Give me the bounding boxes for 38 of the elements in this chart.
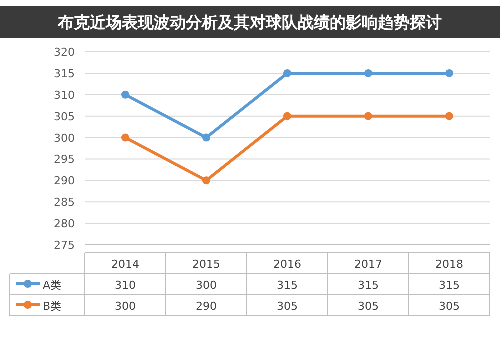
point xyxy=(284,112,292,120)
point xyxy=(446,112,454,120)
point xyxy=(446,69,454,78)
y-tick-label: 305 xyxy=(54,110,75,124)
x-tick-label: 2016 xyxy=(274,258,302,271)
data-label: 300 xyxy=(196,279,217,292)
point xyxy=(364,69,372,78)
point xyxy=(202,134,210,142)
x-tick-label: 2015 xyxy=(192,258,220,271)
y-tick-label: 315 xyxy=(54,67,75,80)
data-label: 315 xyxy=(277,279,298,292)
legend-label: B类 xyxy=(43,300,62,313)
y-tick-label: 320 xyxy=(54,46,75,59)
y-tick-label: 300 xyxy=(54,132,75,145)
y-tick-label: 285 xyxy=(54,196,75,210)
data-label: 290 xyxy=(196,300,217,313)
point xyxy=(284,69,292,78)
x-tick-label: 2018 xyxy=(436,258,464,271)
data-label: 305 xyxy=(358,300,379,313)
data-label: 310 xyxy=(115,279,136,292)
y-tick-label: 310 xyxy=(54,88,75,102)
data-label: 305 xyxy=(439,300,460,313)
point xyxy=(122,90,130,99)
title: 布克近场表现波动分析及其对球队战绩的影响趋势探讨 xyxy=(58,13,442,32)
x-tick-label: 2014 xyxy=(112,258,140,271)
point xyxy=(202,176,210,185)
x-tick-label: 2017 xyxy=(354,258,382,271)
y-tick-label: 290 xyxy=(54,174,75,188)
data-label: 315 xyxy=(358,279,379,292)
point xyxy=(364,112,372,120)
data-label: 305 xyxy=(277,300,298,313)
legend-label: A类 xyxy=(43,279,62,292)
y-tick-label: 275 xyxy=(54,239,75,252)
data-label: 300 xyxy=(115,300,136,313)
y-tick-label: 295 xyxy=(54,153,75,166)
data-label: 315 xyxy=(439,279,460,292)
point xyxy=(122,134,130,142)
y-tick-label: 280 xyxy=(54,218,75,231)
